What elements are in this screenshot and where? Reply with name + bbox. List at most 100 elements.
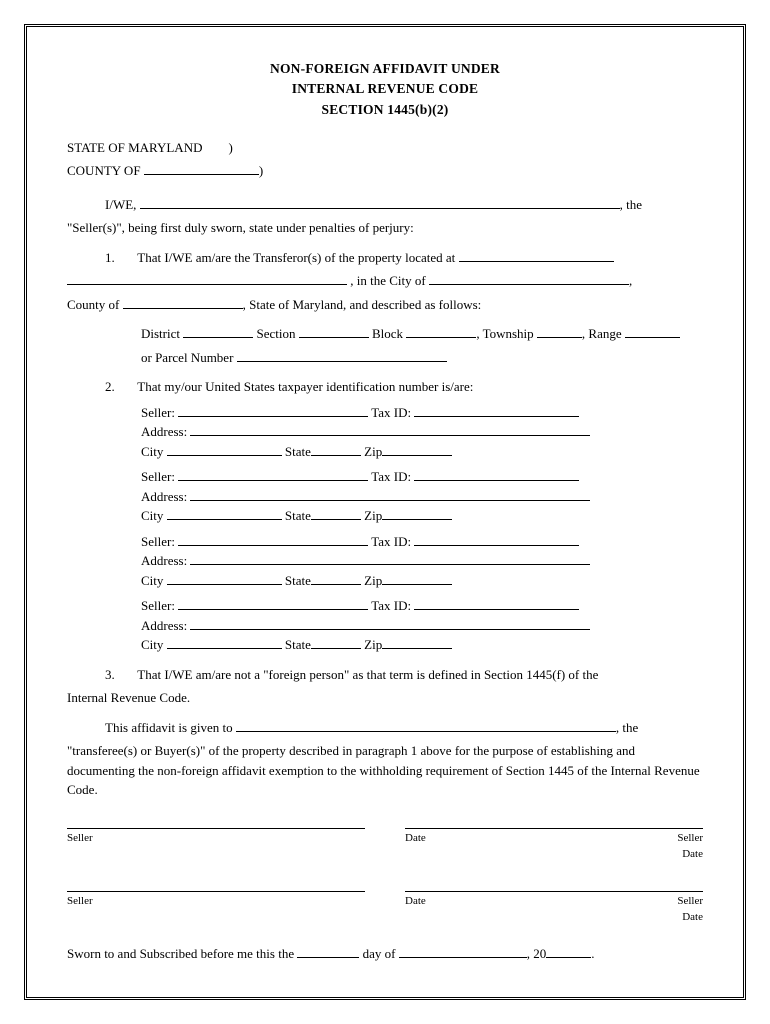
address-blank[interactable] <box>190 422 590 436</box>
seller-blank[interactable] <box>178 532 368 546</box>
sig-seller-r: Seller <box>677 895 703 907</box>
signature-row-2: Seller Date Seller Date <box>67 891 703 926</box>
sig-date-2: Date Seller Date <box>405 891 703 926</box>
address-blank[interactable] <box>190 551 590 565</box>
taxid-blank[interactable] <box>414 467 579 481</box>
taxid-label: Tax ID: <box>371 598 411 613</box>
section-blank[interactable] <box>299 324 369 338</box>
name-blank[interactable] <box>140 195 620 209</box>
city-blank2[interactable] <box>167 442 282 456</box>
closing-1: This affidavit is given to , the <box>67 718 703 738</box>
month-blank[interactable] <box>399 944 527 958</box>
item-3: 3. That I/WE am/are not a "foreign perso… <box>67 665 703 685</box>
section-label: Section <box>257 326 296 341</box>
year-blank[interactable] <box>546 944 591 958</box>
item-1-line2: , in the City of , <box>67 271 703 291</box>
csz-line: City State Zip <box>141 442 703 462</box>
item-2: 2. That my/our United States taxpayer id… <box>67 377 703 397</box>
state-blank[interactable] <box>311 571 361 585</box>
zip-blank[interactable] <box>382 571 452 585</box>
range-label: , Range <box>582 326 622 341</box>
item2-text: That my/our United States taxpayer ident… <box>137 379 473 394</box>
zip-label: Zip <box>364 444 382 459</box>
title-line-1: NON-FOREIGN AFFIDAVIT UNDER <box>270 61 500 76</box>
sig-seller-2: Seller <box>67 891 365 926</box>
item1-num: 1. <box>105 250 115 265</box>
city-label2: City <box>141 444 163 459</box>
district-blank[interactable] <box>183 324 253 338</box>
taxid-label: Tax ID: <box>371 534 411 549</box>
taxid-label: Tax ID: <box>371 469 411 484</box>
address-blank[interactable] <box>190 616 590 630</box>
city-blank2[interactable] <box>167 635 282 649</box>
sig-seller-label: Seller <box>67 891 365 910</box>
address-line: Address: <box>141 487 703 507</box>
addr-blank[interactable] <box>67 271 347 285</box>
city-label: , in the City of <box>350 273 425 288</box>
sworn-text: Sworn to and Subscribed before me this t… <box>67 946 294 961</box>
address-label: Address: <box>141 553 187 568</box>
legal-desc: District Section Block , Township , Rang… <box>67 324 703 344</box>
taxid-blank[interactable] <box>414 403 579 417</box>
state-blank[interactable] <box>311 442 361 456</box>
seller-blank[interactable] <box>178 596 368 610</box>
zip-blank[interactable] <box>382 506 452 520</box>
taxid-label: Tax ID: <box>371 405 411 420</box>
zip-label: Zip <box>364 573 382 588</box>
zip-label: Zip <box>364 508 382 523</box>
range-blank[interactable] <box>625 324 680 338</box>
header-state: STATE OF MARYLAND ) <box>67 138 703 158</box>
day-blank[interactable] <box>297 944 359 958</box>
seller-label: Seller: <box>141 405 175 420</box>
county-blank2[interactable] <box>123 295 243 309</box>
intro-line: I/WE, , the <box>67 195 703 215</box>
address-blank[interactable] <box>190 487 590 501</box>
seller-line: Seller: Tax ID: <box>141 403 703 423</box>
address-line: Address: <box>141 616 703 636</box>
parcel-line: or Parcel Number <box>67 348 703 368</box>
transferee-blank[interactable] <box>236 718 616 732</box>
parcel-label: or Parcel Number <box>141 350 233 365</box>
property-blank[interactable] <box>459 248 614 262</box>
closing-text: "transferee(s) or Buyer(s)" of the prope… <box>67 741 703 800</box>
sworn-line: Sworn to and Subscribed before me this t… <box>67 944 703 964</box>
item-1-line3: County of , State of Maryland, and descr… <box>67 295 703 315</box>
address-line: Address: <box>141 551 703 571</box>
seller-block-4: Seller: Tax ID: Address: City State Zip <box>141 596 703 655</box>
seller-label: Seller: <box>141 598 175 613</box>
taxid-blank[interactable] <box>414 596 579 610</box>
state-blank[interactable] <box>311 635 361 649</box>
taxid-blank[interactable] <box>414 532 579 546</box>
document-page: NON-FOREIGN AFFIDAVIT UNDER INTERNAL REV… <box>24 24 746 1000</box>
address-label: Address: <box>141 618 187 633</box>
seller-blank[interactable] <box>178 467 368 481</box>
city-label2: City <box>141 508 163 523</box>
item2-num: 2. <box>105 379 115 394</box>
sig-seller-r: Seller <box>677 832 703 844</box>
township-blank[interactable] <box>537 324 582 338</box>
city-blank[interactable] <box>429 271 629 285</box>
county-blank[interactable] <box>144 161 259 175</box>
zip-blank[interactable] <box>382 635 452 649</box>
parcel-blank[interactable] <box>237 348 447 362</box>
item1-text: That I/WE am/are the Transferor(s) of th… <box>137 250 455 265</box>
given-label: This affidavit is given to <box>105 720 233 735</box>
seller-blank[interactable] <box>178 403 368 417</box>
sellers-sworn: "Seller(s)", being first duly sworn, sta… <box>67 218 703 238</box>
the-text: , the <box>620 197 642 212</box>
signature-row-1: Seller Date Seller Date <box>67 828 703 863</box>
block-blank[interactable] <box>406 324 476 338</box>
city-blank2[interactable] <box>167 571 282 585</box>
item-3-cont: Internal Revenue Code. <box>67 688 703 708</box>
twenty: , 20 <box>527 946 547 961</box>
sig-date-r: Date <box>682 911 703 923</box>
city-blank2[interactable] <box>167 506 282 520</box>
csz-line: City State Zip <box>141 635 703 655</box>
seller-block-3: Seller: Tax ID: Address: City State Zip <box>141 532 703 591</box>
zip-blank[interactable] <box>382 442 452 456</box>
state-label2: State <box>285 637 311 652</box>
title-line-2: INTERNAL REVENUE CODE <box>292 81 478 96</box>
state-blank[interactable] <box>311 506 361 520</box>
seller-line: Seller: Tax ID: <box>141 467 703 487</box>
block-label: Block <box>372 326 403 341</box>
